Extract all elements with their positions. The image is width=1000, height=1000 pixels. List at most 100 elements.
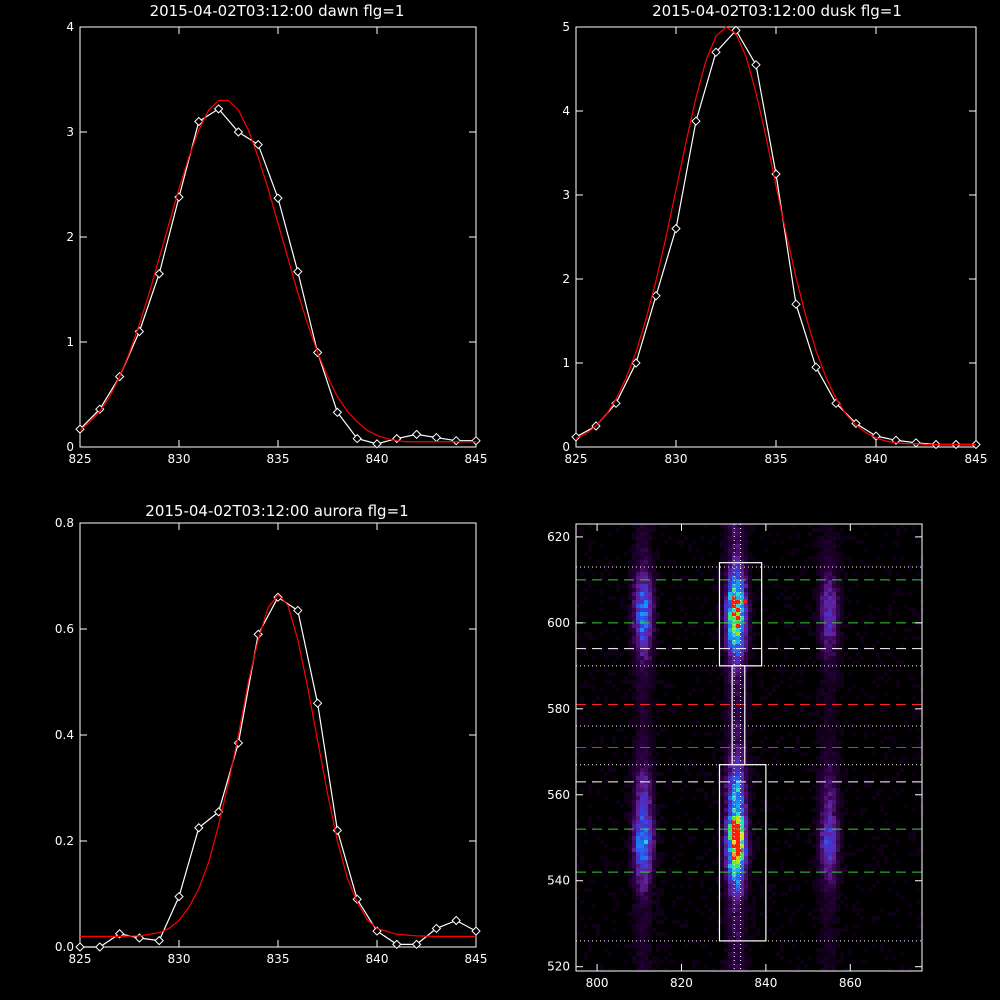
image-pixel xyxy=(740,908,744,912)
image-pixel xyxy=(600,648,604,652)
image-pixel xyxy=(828,964,832,968)
image-pixel xyxy=(820,552,824,556)
image-pixel xyxy=(640,872,644,876)
image-pixel xyxy=(760,752,764,756)
image-pixel xyxy=(648,576,652,580)
image-pixel xyxy=(760,944,764,948)
image-pixel xyxy=(832,696,836,700)
image-pixel xyxy=(764,696,768,700)
image-pixel xyxy=(724,600,728,604)
image-pixel xyxy=(816,636,820,640)
image-pixel xyxy=(836,608,840,612)
image-pixel xyxy=(576,852,580,856)
image-pixel xyxy=(820,880,824,884)
image-pixel xyxy=(640,712,644,716)
image-pixel xyxy=(724,804,728,808)
image-pixel xyxy=(828,864,832,868)
image-pixel xyxy=(744,840,748,844)
image-pixel xyxy=(728,668,732,672)
image-pixel xyxy=(852,932,856,936)
image-pixel xyxy=(832,668,836,672)
image-pixel xyxy=(736,948,740,952)
image-pixel xyxy=(752,784,756,788)
image-pixel xyxy=(724,712,728,716)
image-pixel xyxy=(648,600,652,604)
image-pixel xyxy=(744,940,748,944)
image-pixel xyxy=(720,816,724,820)
image-pixel xyxy=(660,860,664,864)
image-pixel xyxy=(640,588,644,592)
image-pixel xyxy=(848,560,852,564)
image-pixel xyxy=(876,664,880,668)
image-pixel xyxy=(836,920,840,924)
image-pixel xyxy=(824,844,828,848)
image-pixel xyxy=(748,800,752,804)
image-pixel xyxy=(672,712,676,716)
image-pixel xyxy=(728,796,732,800)
image-pixel xyxy=(688,692,692,696)
image-pixel xyxy=(648,684,652,688)
image-pixel xyxy=(688,760,692,764)
image-pixel xyxy=(832,716,836,720)
image-pixel xyxy=(632,556,636,560)
image-pixel xyxy=(732,772,736,776)
image-pixel xyxy=(636,660,640,664)
image-pixel xyxy=(628,920,632,924)
image-pixel xyxy=(640,556,644,560)
image-pixel xyxy=(648,920,652,924)
image-pixel xyxy=(648,888,652,892)
image-pixel xyxy=(744,868,748,872)
image-pixel xyxy=(808,656,812,660)
image-pixel xyxy=(840,956,844,960)
image-pixel xyxy=(888,668,892,672)
image-pixel xyxy=(728,848,732,852)
image-pixel xyxy=(636,696,640,700)
image-pixel xyxy=(900,744,904,748)
image-pixel xyxy=(728,908,732,912)
image-pixel xyxy=(736,932,740,936)
image-pixel xyxy=(816,740,820,744)
image-pixel xyxy=(892,776,896,780)
image-pixel xyxy=(844,720,848,724)
image-pixel xyxy=(672,836,676,840)
image-pixel xyxy=(812,856,816,860)
image-pixel xyxy=(720,556,724,560)
image-pixel xyxy=(728,788,732,792)
image-pixel xyxy=(740,632,744,636)
image-pixel xyxy=(688,884,692,888)
image-pixel xyxy=(888,828,892,832)
image-pixel xyxy=(664,944,668,948)
image-pixel xyxy=(656,840,660,844)
image-pixel xyxy=(716,876,720,880)
image-pixel xyxy=(624,616,628,620)
image-ytick-label: 600 xyxy=(547,616,570,630)
image-pixel xyxy=(836,916,840,920)
image-pixel xyxy=(824,948,828,952)
image-pixel xyxy=(640,704,644,708)
image-pixel xyxy=(636,876,640,880)
image-pixel xyxy=(664,684,668,688)
image-pixel xyxy=(648,844,652,848)
image-pixel xyxy=(668,756,672,760)
image-pixel xyxy=(816,860,820,864)
image-pixel xyxy=(668,740,672,744)
image-pixel xyxy=(684,636,688,640)
image-pixel xyxy=(628,856,632,860)
image-pixel xyxy=(688,548,692,552)
image-pixel xyxy=(832,804,836,808)
image-pixel xyxy=(752,624,756,628)
image-pixel xyxy=(772,540,776,544)
image-pixel xyxy=(640,600,644,604)
image-pixel xyxy=(824,740,828,744)
image-pixel xyxy=(624,608,628,612)
image-pixel xyxy=(832,748,836,752)
image-pixel xyxy=(688,544,692,548)
image-pixel xyxy=(596,668,600,672)
image-pixel xyxy=(828,920,832,924)
image-pixel xyxy=(740,836,744,840)
image-pixel xyxy=(648,776,652,780)
image-pixel xyxy=(644,604,648,608)
image-pixel xyxy=(632,928,636,932)
image-pixel xyxy=(748,812,752,816)
image-pixel xyxy=(784,708,788,712)
